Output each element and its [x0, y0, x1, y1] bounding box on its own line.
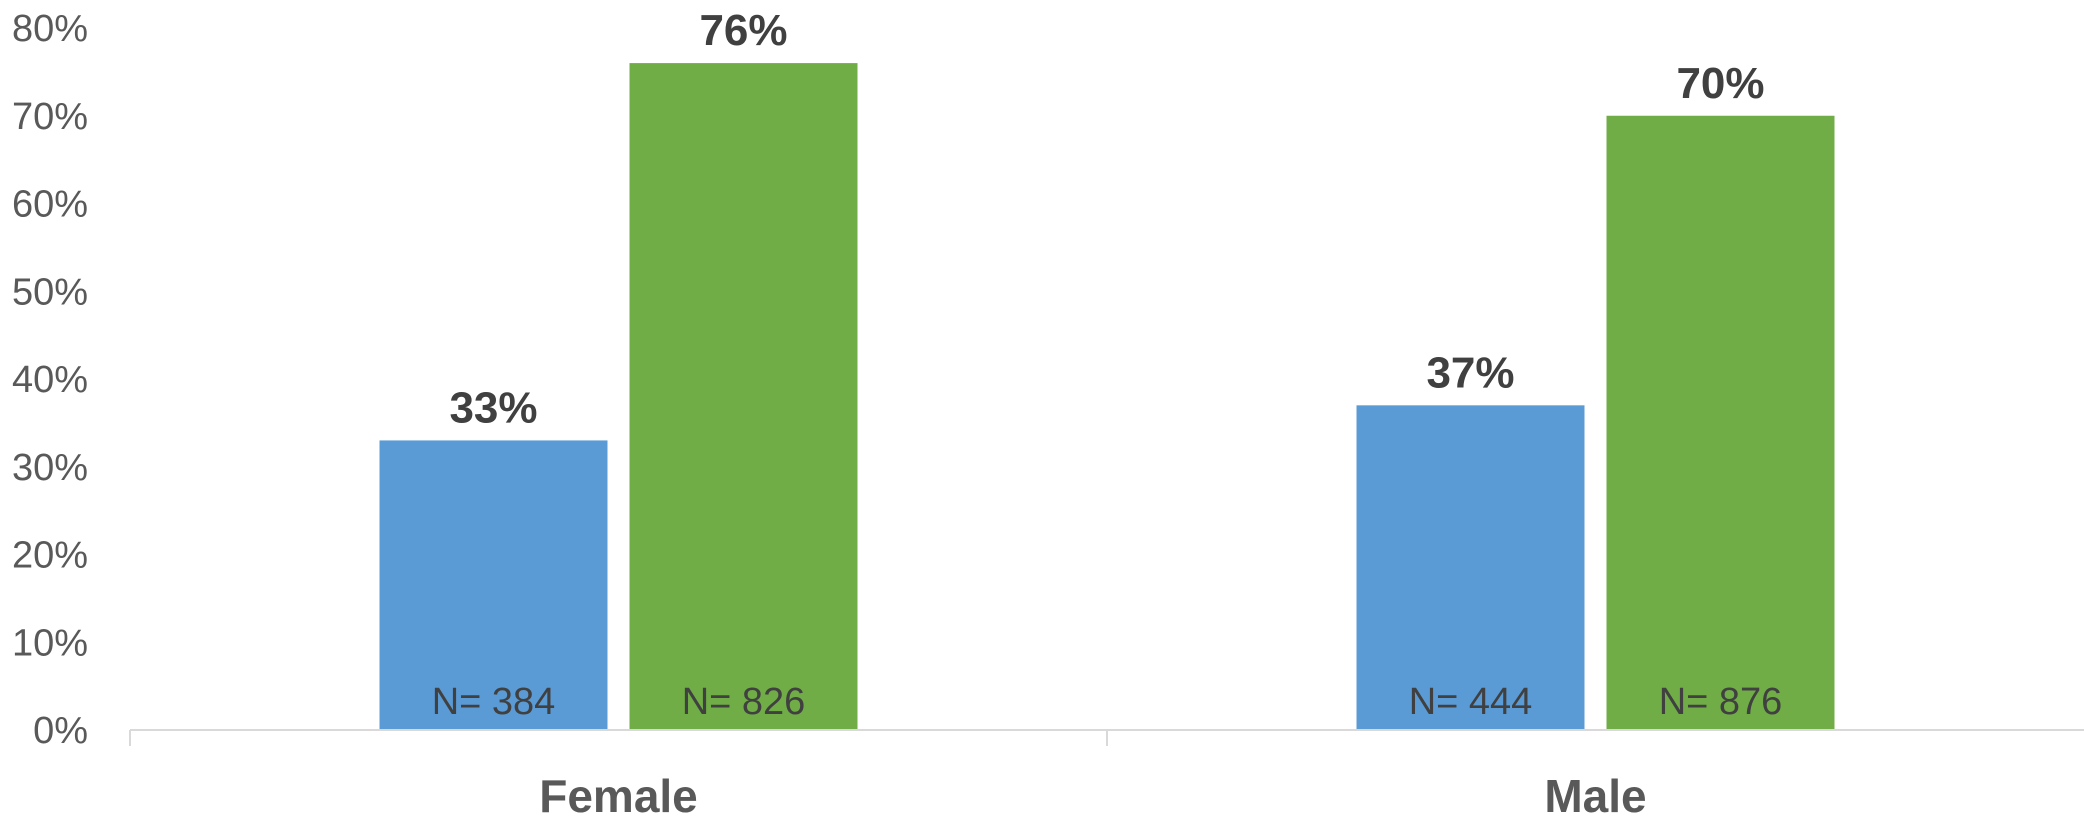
bars — [379, 63, 1835, 731]
bar-labels: 33% N= 384 76% N= 826 37% N= 444 70% N= 876 — [432, 6, 1783, 723]
bar-n-label: N= 384 — [432, 681, 556, 723]
bar-value-label: 33% — [449, 383, 537, 432]
bar — [379, 440, 608, 730]
bar-n-label: N= 444 — [1409, 681, 1533, 723]
bar-value-label: 70% — [1676, 59, 1764, 108]
x-axis: Female Male — [129, 729, 2084, 822]
y-tick-label: 0% — [33, 710, 88, 752]
bar — [1356, 405, 1585, 730]
y-tick-label: 20% — [12, 535, 88, 577]
y-tick-label: 50% — [12, 271, 88, 313]
y-axis: 0% 10% 20% 30% 40% 50% 60% 70% 80% — [12, 8, 88, 752]
category-label: Female — [539, 770, 698, 822]
y-tick-label: 30% — [12, 447, 88, 489]
y-tick-label: 10% — [12, 622, 88, 664]
category-label: Male — [1544, 770, 1646, 822]
bar-value-label: 37% — [1426, 348, 1514, 397]
y-tick-label: 80% — [12, 8, 88, 50]
y-tick-label: 70% — [12, 96, 88, 138]
bar-n-label: N= 876 — [1659, 681, 1783, 723]
bar-value-label: 76% — [699, 6, 787, 55]
y-tick-label: 60% — [12, 184, 88, 226]
bar-n-label: N= 826 — [682, 681, 806, 723]
y-tick-label: 40% — [12, 359, 88, 401]
bar — [1606, 115, 1835, 730]
bar — [629, 63, 858, 731]
